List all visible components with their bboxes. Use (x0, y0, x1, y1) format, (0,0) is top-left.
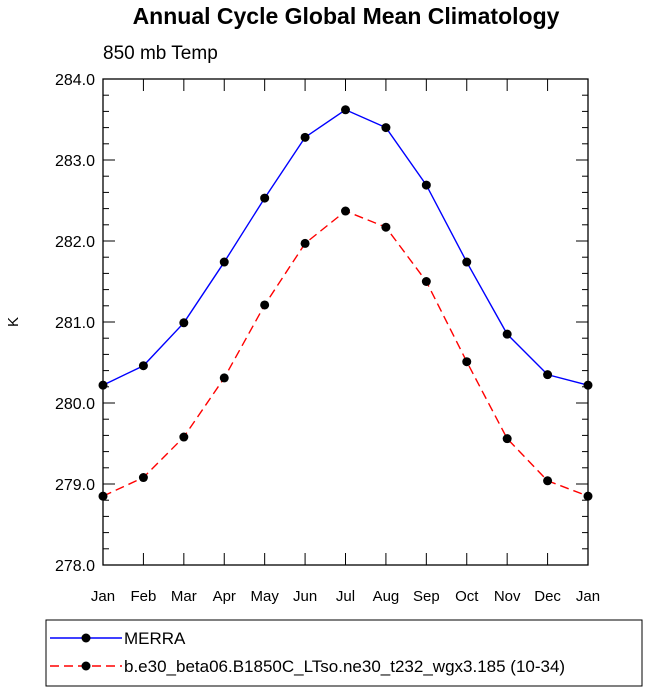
data-point (219, 257, 229, 267)
series-1 (98, 105, 593, 390)
x-tick-labels: Jan Feb Mar Apr May Jun Jul Aug Sep Oct Nov Dec Jan (91, 588, 600, 605)
x-tick-label: Jan (576, 588, 600, 605)
y-tick-label: 279.0 (55, 477, 95, 494)
data-point (421, 180, 431, 190)
data-point (502, 434, 512, 444)
legend-marker (81, 633, 91, 643)
data-point (462, 357, 472, 367)
series-line (102, 210, 589, 497)
data-point (341, 206, 350, 216)
y-tick-label: 280.0 (55, 396, 95, 413)
data-point (543, 370, 553, 380)
chart-subtitle: 850 mb Temp (103, 43, 218, 64)
x-tick-label: Mar (171, 588, 197, 605)
data-point (260, 300, 270, 310)
data-point (381, 123, 391, 133)
data-point (421, 277, 431, 286)
legend: MERRA b.e30_beta06.B1850C_LTso.ne30_t232_… (50, 629, 565, 676)
data-point (300, 132, 310, 142)
series-2 (98, 206, 593, 501)
legend-box (45, 619, 643, 687)
x-tick-label: Sep (413, 588, 440, 605)
x-tick-label: Apr (213, 588, 236, 605)
x-tick-label: Jul (336, 588, 355, 605)
y-tick-labels: 278.0 279.0 280.0 281.0 282.0 283.0 284.0 (55, 72, 95, 575)
plot-frame (102, 78, 589, 566)
x-tick-label: Aug (373, 588, 400, 605)
series-line (102, 108, 589, 386)
y-tick-label: 282.0 (55, 234, 95, 251)
data-point (260, 193, 270, 203)
x-tick-label: Feb (130, 588, 156, 605)
y-tick-label: 278.0 (55, 558, 95, 575)
data-point (341, 105, 350, 115)
y-axis-label: K (5, 317, 22, 327)
data-point (179, 432, 189, 442)
y-tick-label: 284.0 (55, 72, 95, 89)
data-point (502, 329, 512, 339)
data-point (300, 238, 310, 248)
data-point (462, 257, 472, 267)
x-tick-label: May (250, 588, 279, 605)
data-point (138, 361, 148, 371)
series-layer (98, 105, 593, 501)
legend-label: MERRA (124, 629, 186, 648)
data-point (219, 373, 229, 383)
x-tick-label: Oct (455, 588, 479, 605)
legend-label: b.e30_beta06.B1850C_LTso.ne30_t232_wgx3.… (124, 657, 565, 676)
chart-title: Annual Cycle Global Mean Climatology (133, 3, 560, 29)
x-tick-label: Jan (91, 588, 115, 605)
data-point (179, 318, 189, 328)
legend-marker (81, 661, 91, 671)
x-tick-label: Dec (534, 588, 561, 605)
data-point (138, 473, 148, 483)
y-tick-label: 283.0 (55, 153, 95, 170)
axis-ticks (102, 78, 589, 566)
data-point (381, 222, 391, 232)
y-tick-label: 281.0 (55, 315, 95, 332)
x-tick-label: Nov (494, 588, 521, 605)
data-point (543, 476, 553, 486)
x-tick-label: Jun (293, 588, 317, 605)
